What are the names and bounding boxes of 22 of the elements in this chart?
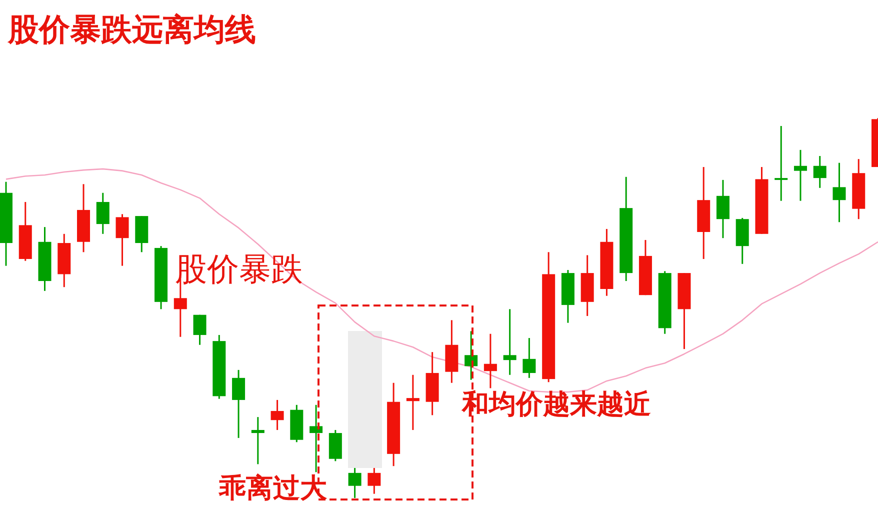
candlestick (96, 192, 110, 235)
candlestick (716, 179, 730, 239)
candlestick (232, 369, 246, 439)
candlestick (832, 162, 846, 223)
candlestick (522, 337, 536, 379)
candlestick (310, 404, 323, 473)
candlestick (270, 399, 284, 431)
candlestick (774, 125, 788, 202)
candlestick (406, 374, 420, 431)
candlestick (348, 467, 362, 499)
candlestick (193, 314, 206, 346)
chart-title: 股价暴跌远离均线 (7, 12, 256, 48)
candlestick (251, 416, 264, 465)
annotation: 股价暴跌 (175, 250, 303, 288)
candlestick (116, 213, 129, 267)
candlestick (813, 155, 826, 189)
candlestick (503, 308, 516, 376)
candlestick (794, 149, 807, 202)
annotation: 和均价越来越近 (461, 389, 651, 420)
candlestick (368, 467, 381, 495)
candlestick (484, 333, 497, 389)
candlestick (464, 330, 478, 381)
